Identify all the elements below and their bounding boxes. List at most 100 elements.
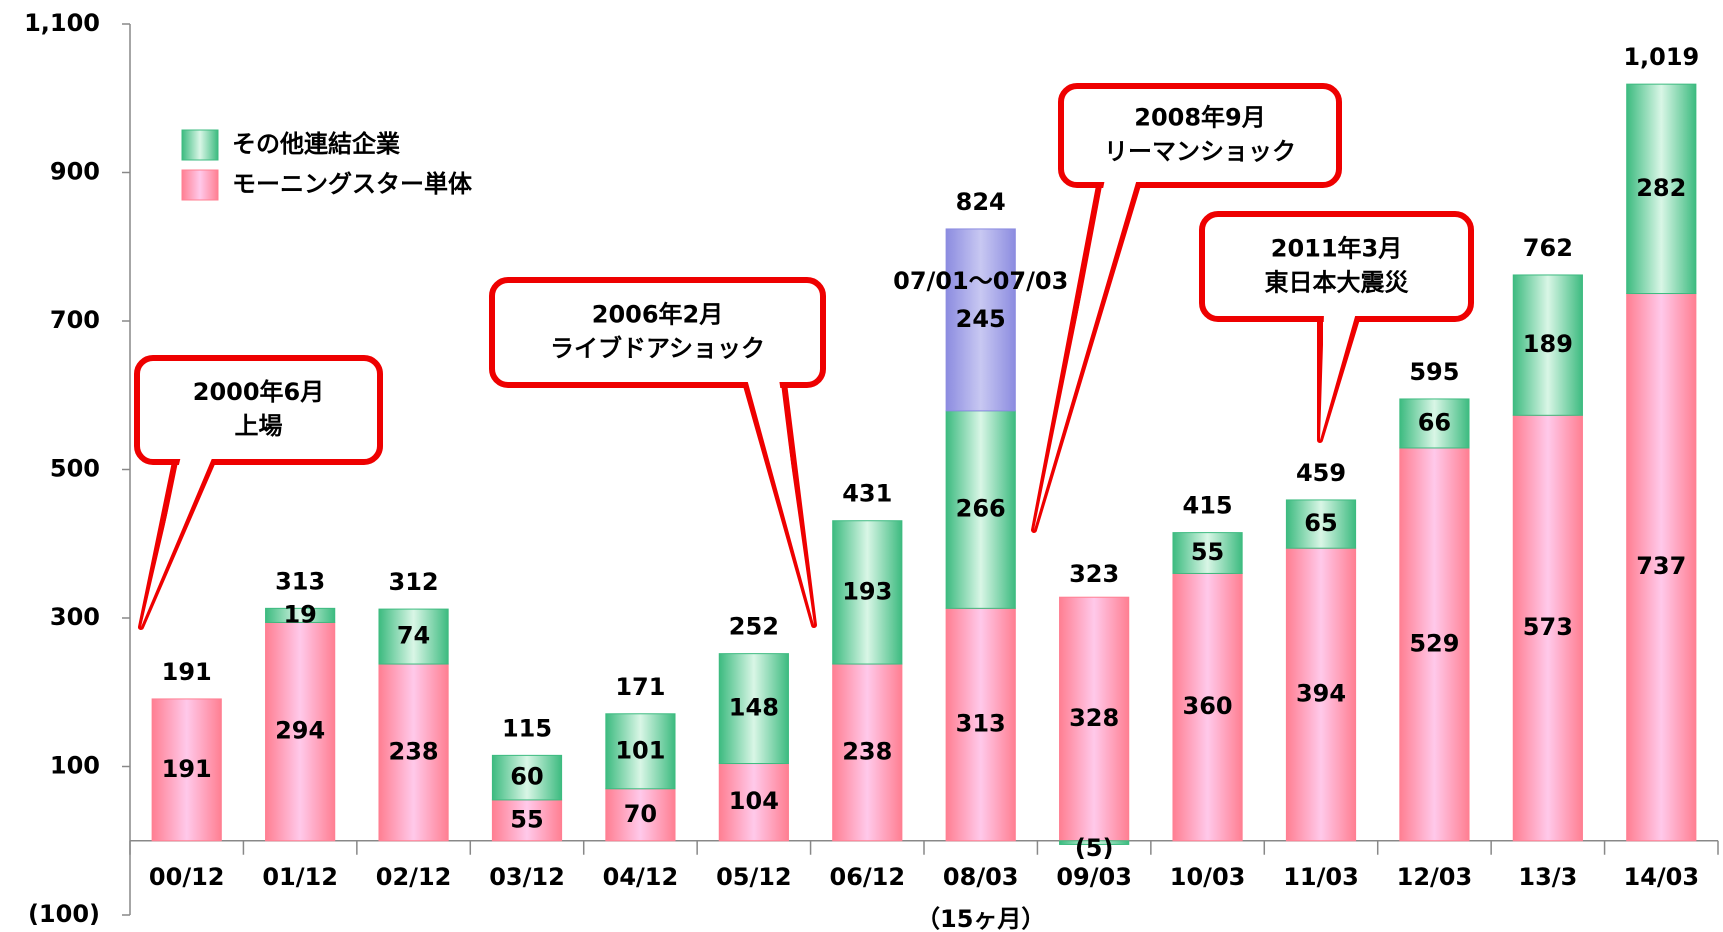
bar-segment bbox=[1172, 532, 1243, 574]
total-label: 762 bbox=[1523, 234, 1573, 262]
x-tick-label: 12/03 bbox=[1397, 863, 1473, 891]
x-tick-label: 11/03 bbox=[1283, 863, 1359, 891]
bar-segment bbox=[265, 621, 336, 842]
bar-segment bbox=[1285, 547, 1357, 842]
total-label: 415 bbox=[1183, 492, 1233, 520]
x-tick-label: 00/12 bbox=[149, 863, 225, 891]
y-tick-label: (100) bbox=[28, 900, 100, 928]
total-label: 252 bbox=[729, 613, 779, 641]
value-label: 193 bbox=[842, 577, 892, 605]
bar-segment bbox=[832, 520, 903, 665]
callout-text: 上場 bbox=[235, 412, 283, 440]
callout-joint bbox=[1034, 179, 1137, 530]
value-label: 66 bbox=[1418, 408, 1451, 436]
callout-text: 2008年9月 bbox=[1134, 104, 1266, 132]
bar-segment bbox=[1626, 293, 1697, 842]
value-label: 191 bbox=[162, 755, 212, 783]
y-tick-label: 700 bbox=[50, 306, 100, 334]
bar-segment bbox=[1399, 398, 1470, 449]
value-label: 101 bbox=[615, 736, 665, 764]
value-label: 55 bbox=[1191, 538, 1224, 566]
bar-segment bbox=[945, 607, 1016, 842]
bar-segment bbox=[605, 713, 676, 790]
x-tick-label: 02/12 bbox=[376, 863, 452, 891]
bar-segment bbox=[945, 410, 1016, 609]
value-label: 65 bbox=[1304, 509, 1337, 537]
bar-segment bbox=[151, 698, 222, 842]
bar-segment bbox=[1059, 596, 1130, 842]
value-label: 60 bbox=[510, 763, 543, 791]
bar-segment bbox=[1059, 840, 1130, 845]
value-label: 55 bbox=[510, 805, 543, 833]
total-label: 595 bbox=[1409, 358, 1459, 386]
segment-label: 07/01～07/03 bbox=[893, 267, 1068, 295]
value-label: 328 bbox=[1069, 704, 1119, 732]
bar-segment bbox=[491, 799, 563, 842]
bar-segment bbox=[718, 763, 789, 842]
bar-segment bbox=[1626, 83, 1697, 295]
bar-segment bbox=[1512, 274, 1583, 416]
value-label: 238 bbox=[389, 737, 439, 765]
note: （15ヶ月） bbox=[916, 905, 1045, 932]
value-label: 238 bbox=[842, 737, 892, 765]
total-label: 1,019 bbox=[1623, 43, 1699, 71]
x-tick-label: 01/12 bbox=[262, 863, 338, 891]
callout-text: 2000年6月 bbox=[193, 378, 325, 406]
legend-swatch bbox=[181, 169, 219, 201]
value-label: 148 bbox=[729, 694, 779, 722]
total-label: 191 bbox=[162, 658, 212, 686]
y-tick-label: 300 bbox=[50, 603, 100, 631]
value-label: 282 bbox=[1636, 174, 1686, 202]
total-label: 115 bbox=[502, 714, 552, 742]
bar-segment bbox=[832, 663, 903, 842]
value-label: (5) bbox=[1075, 834, 1114, 862]
bar-segment bbox=[265, 607, 336, 623]
total-label: 312 bbox=[389, 568, 439, 596]
callout-box bbox=[489, 277, 826, 388]
value-label: 394 bbox=[1296, 679, 1346, 707]
x-tick-label: 03/12 bbox=[489, 863, 565, 891]
value-label: 529 bbox=[1409, 629, 1459, 657]
value-label: 573 bbox=[1523, 613, 1573, 641]
total-label: 431 bbox=[842, 480, 892, 508]
callout-text: 2011年3月 bbox=[1271, 235, 1403, 263]
value-label: 189 bbox=[1523, 330, 1573, 358]
x-tick-label: 04/12 bbox=[603, 863, 679, 891]
total-label: 824 bbox=[956, 188, 1006, 216]
bar-segment bbox=[378, 608, 449, 665]
value-label: 737 bbox=[1636, 552, 1686, 580]
bar-segment bbox=[491, 754, 563, 801]
total-label: 171 bbox=[615, 673, 665, 701]
callout-box bbox=[1199, 211, 1474, 322]
y-tick-label: 900 bbox=[50, 158, 100, 186]
value-label: 360 bbox=[1183, 692, 1233, 720]
legend-label: その他連結企業 bbox=[232, 130, 400, 158]
x-tick-label: 14/03 bbox=[1624, 863, 1700, 891]
value-label: 70 bbox=[624, 800, 657, 828]
x-tick-label: 13/3 bbox=[1518, 863, 1577, 891]
callout-joint bbox=[1320, 313, 1356, 440]
y-tick-label: 1,100 bbox=[24, 9, 100, 37]
y-tick-label: 100 bbox=[50, 752, 100, 780]
bar-segment bbox=[718, 653, 789, 765]
total-label: 323 bbox=[1069, 560, 1119, 588]
value-label: 19 bbox=[283, 600, 316, 628]
legend-label: モーニングスター単体 bbox=[232, 170, 473, 198]
callout-text: ライブドアショック bbox=[550, 335, 765, 363]
callout-joint bbox=[141, 456, 213, 627]
total-label: 459 bbox=[1296, 459, 1346, 487]
callout-text: 東日本大震災 bbox=[1265, 269, 1410, 297]
value-label: 266 bbox=[956, 495, 1006, 523]
callout-text: 2006年2月 bbox=[592, 301, 724, 329]
callout-joint bbox=[747, 379, 814, 625]
bar-segment bbox=[605, 788, 676, 842]
bar-segment bbox=[1285, 499, 1357, 549]
callout-box bbox=[134, 355, 383, 465]
x-tick-label: 09/03 bbox=[1056, 863, 1132, 891]
legend-swatch bbox=[181, 129, 219, 161]
x-tick-label: 06/12 bbox=[830, 863, 906, 891]
value-label: 245 bbox=[956, 305, 1006, 333]
value-label: 313 bbox=[956, 710, 1006, 738]
bar-segment bbox=[945, 228, 1016, 412]
callout-box bbox=[1058, 83, 1342, 188]
